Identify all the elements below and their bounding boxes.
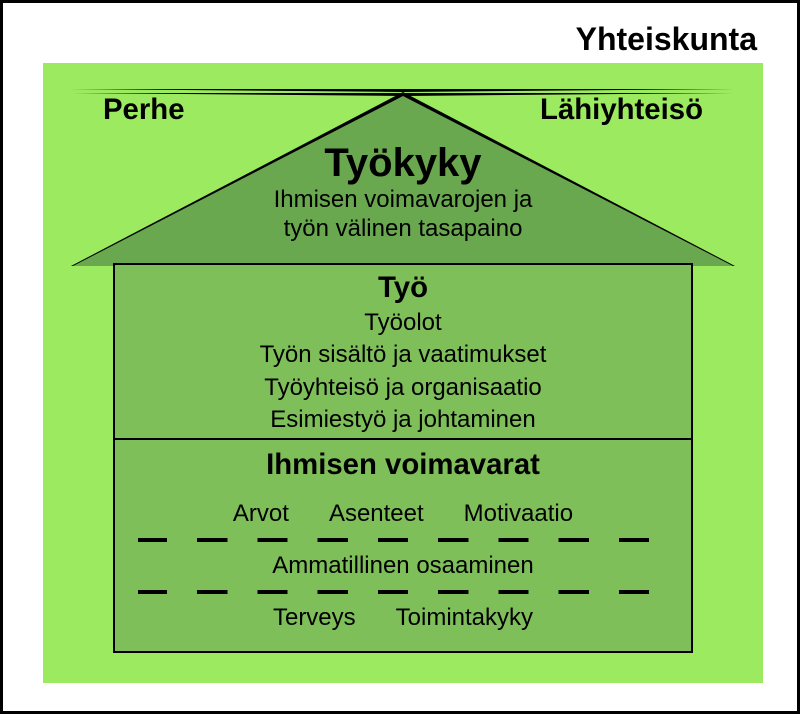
resources-item: Ammatillinen osaaminen [272, 552, 533, 580]
diagram-canvas: Yhteiskunta Perhe Lähiyhteisö Työkyky Ih… [0, 0, 800, 714]
green-panel: Perhe Lähiyhteisö Työkyky Ihmisen voimav… [43, 63, 763, 683]
roof-subtitle-line2: työn välinen tasapaino [43, 215, 763, 244]
floor-work: Työ Työolot Työn sisältö ja vaatimukset … [115, 265, 691, 440]
floor-work-line: Työolot [115, 307, 691, 339]
floor-work-line: Työn sisältö ja vaatimukset [115, 339, 691, 371]
floor-work-title: Työ [115, 271, 691, 305]
resources-row-health: Terveys Toimintakyky [115, 594, 691, 642]
resources-item: Motivaatio [464, 500, 573, 528]
floor-resources-title: Ihmisen voimavarat [115, 448, 691, 482]
floor-work-line: Työyhteisö ja organisaatio [115, 372, 691, 404]
resources-item: Terveys [273, 604, 356, 632]
roof-title: Työkyky [43, 141, 763, 186]
roof-subtitle-line1: Ihmisen voimavarojen ja [43, 186, 763, 215]
resources-item: Arvot [233, 500, 289, 528]
resources-row-values: Arvot Asenteet Motivaatio [115, 490, 691, 538]
floor-work-line: Esimiestyö ja johtaminen [115, 404, 691, 436]
resources-item: Toimintakyky [396, 604, 533, 632]
outer-title: Yhteiskunta [576, 21, 757, 58]
house-body: Työ Työolot Työn sisältö ja vaatimukset … [113, 263, 693, 653]
resources-row-competence: Ammatillinen osaaminen [115, 542, 691, 590]
resources-item: Asenteet [329, 500, 424, 528]
roof-text-block: Työkyky Ihmisen voimavarojen ja työn väl… [43, 141, 763, 244]
floor-resources: Ihmisen voimavarat Arvot Asenteet Motiva… [115, 440, 691, 655]
